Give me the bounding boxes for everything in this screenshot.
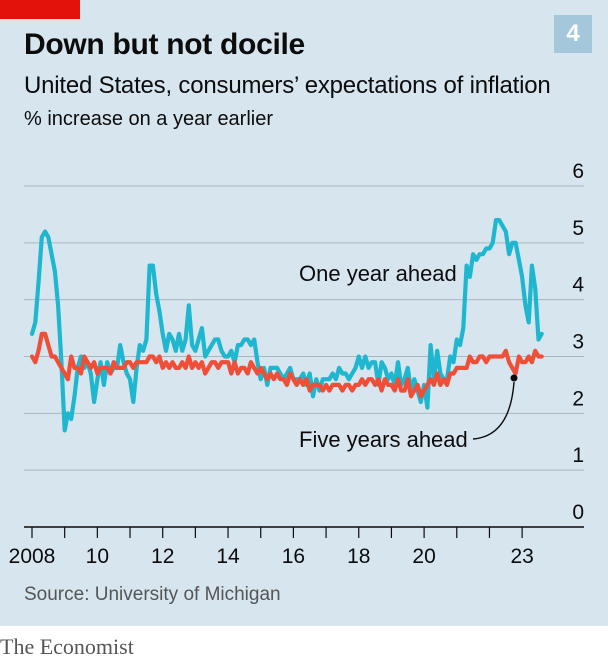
y-tick-label-6: 6 <box>572 160 584 183</box>
y-tick-label-2: 2 <box>572 387 584 410</box>
annotation-one-year-ahead: One year ahead <box>299 261 457 286</box>
annotations: One year ahead Five years ahead <box>299 261 518 452</box>
brand-wordmark: The Economist <box>0 634 134 659</box>
chart-subtitle: United States, consumers’ expectations o… <box>24 72 551 99</box>
chart-panel: Down but not docile 4 United States, con… <box>0 0 608 626</box>
x-tick-label-16: 16 <box>282 545 305 568</box>
brand-red-bar <box>0 0 80 19</box>
annotation-leader-dot <box>510 374 518 382</box>
series-lines <box>29 218 544 433</box>
x-tick-label-12: 12 <box>151 545 174 568</box>
series-line-five-years-ahead <box>29 331 544 399</box>
x-tick-label-20: 20 <box>412 545 435 568</box>
y-tick-label-4: 4 <box>572 274 584 297</box>
x-axis: 2008 10 12 14 16 18 20 23 <box>9 527 534 568</box>
annotation-leader-line <box>472 381 515 440</box>
y-tick-label-1: 1 <box>572 444 584 467</box>
x-tick-label-2008: 2008 <box>9 545 56 568</box>
series-line-one-year-ahead <box>29 218 544 433</box>
chart-title: Down but not docile <box>24 28 305 61</box>
x-tick-label-14: 14 <box>216 545 240 568</box>
chart-number-badge: 4 <box>554 15 592 53</box>
x-tick-label-10: 10 <box>86 545 109 568</box>
chart-unit-label: % increase on a year earlier <box>24 108 274 130</box>
y-tick-label-0: 0 <box>572 501 584 524</box>
x-tick-label-18: 18 <box>347 545 370 568</box>
x-tick-label-23: 23 <box>510 545 533 568</box>
annotation-five-years-ahead: Five years ahead <box>299 427 468 452</box>
y-tick-label-3: 3 <box>572 331 584 354</box>
y-axis-tick-labels: 0 1 2 3 4 5 6 <box>572 160 584 524</box>
source-note: Source: University of Michigan <box>24 584 281 605</box>
y-tick-label-5: 5 <box>572 217 584 240</box>
